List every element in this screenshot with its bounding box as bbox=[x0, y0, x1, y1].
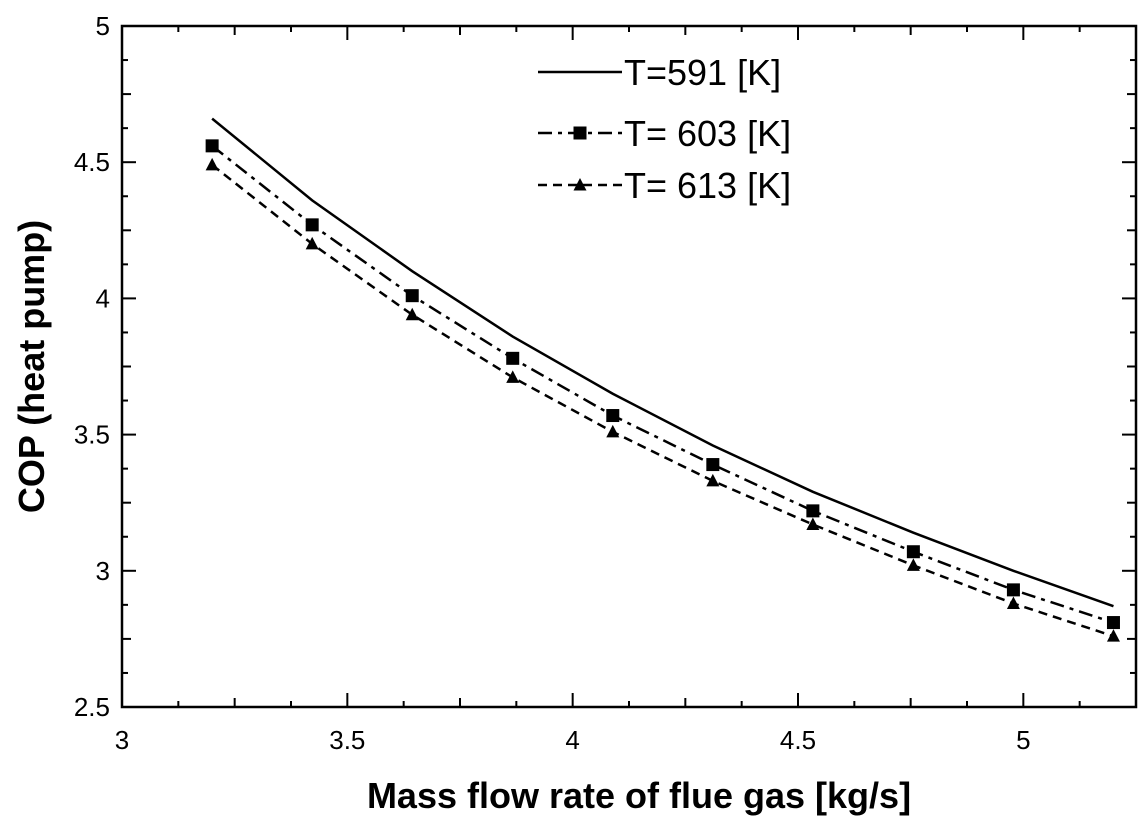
x-tick-label: 3.5 bbox=[329, 725, 365, 755]
y-tick-label: 3.5 bbox=[74, 420, 110, 450]
series-line-3 bbox=[211, 163, 1114, 638]
series-2-marker bbox=[706, 458, 720, 472]
series-2-marker bbox=[606, 409, 620, 423]
legend-marker-2 bbox=[573, 126, 587, 140]
series-3-marker bbox=[205, 157, 219, 171]
series-line-2 bbox=[211, 144, 1114, 624]
legend-marker-3 bbox=[573, 178, 587, 191]
series-2-marker bbox=[506, 351, 520, 365]
series-3-marker bbox=[1106, 629, 1120, 642]
x-tick-label: 4 bbox=[565, 725, 579, 755]
legend: T=591 [K] T= 603 [K] T= 613 [K] bbox=[538, 52, 791, 206]
x-tick-label: 3 bbox=[115, 725, 129, 755]
series-2-marker bbox=[806, 504, 820, 518]
series-2-marker bbox=[405, 289, 419, 303]
series-3-marker bbox=[606, 424, 620, 438]
y-tick-label: 3 bbox=[96, 556, 110, 586]
series-2-marker bbox=[1006, 583, 1020, 597]
series-3-marker bbox=[706, 473, 720, 487]
series-2-marker bbox=[305, 218, 319, 232]
x-tick-label: 4.5 bbox=[780, 725, 816, 755]
series-2-marker bbox=[906, 545, 920, 559]
series-3-marker bbox=[305, 236, 319, 250]
y-axis-title: COP (heat pump) bbox=[11, 220, 52, 513]
y-tick-label: 2.5 bbox=[74, 692, 110, 722]
series-lines bbox=[211, 117, 1114, 638]
plot-frame bbox=[120, 24, 1138, 709]
x-tick-label: 5 bbox=[1016, 725, 1030, 755]
series-3-marker bbox=[1006, 596, 1020, 609]
tick-labels: 3 3.5 4 4.5 52.533.544.55 bbox=[74, 11, 1031, 755]
series-markers bbox=[205, 139, 1120, 642]
legend-label-3: T= 613 [K] bbox=[624, 165, 791, 206]
series-line-1 bbox=[211, 117, 1114, 608]
series-3-marker bbox=[405, 307, 419, 321]
y-tick-label: 5 bbox=[96, 11, 110, 41]
series-2-marker bbox=[205, 139, 219, 153]
y-tick-label: 4.5 bbox=[74, 147, 110, 177]
series-2-marker bbox=[1106, 616, 1120, 630]
y-tick-label: 4 bbox=[96, 283, 110, 313]
x-axis-title: Mass flow rate of flue gas [kg/s] bbox=[367, 775, 911, 816]
legend-label-2: T= 603 [K] bbox=[624, 113, 791, 154]
series-3-marker bbox=[906, 558, 920, 571]
series-3-marker bbox=[506, 370, 520, 383]
legend-label-1: T=591 [K] bbox=[624, 52, 781, 93]
series-3-marker bbox=[806, 517, 820, 530]
